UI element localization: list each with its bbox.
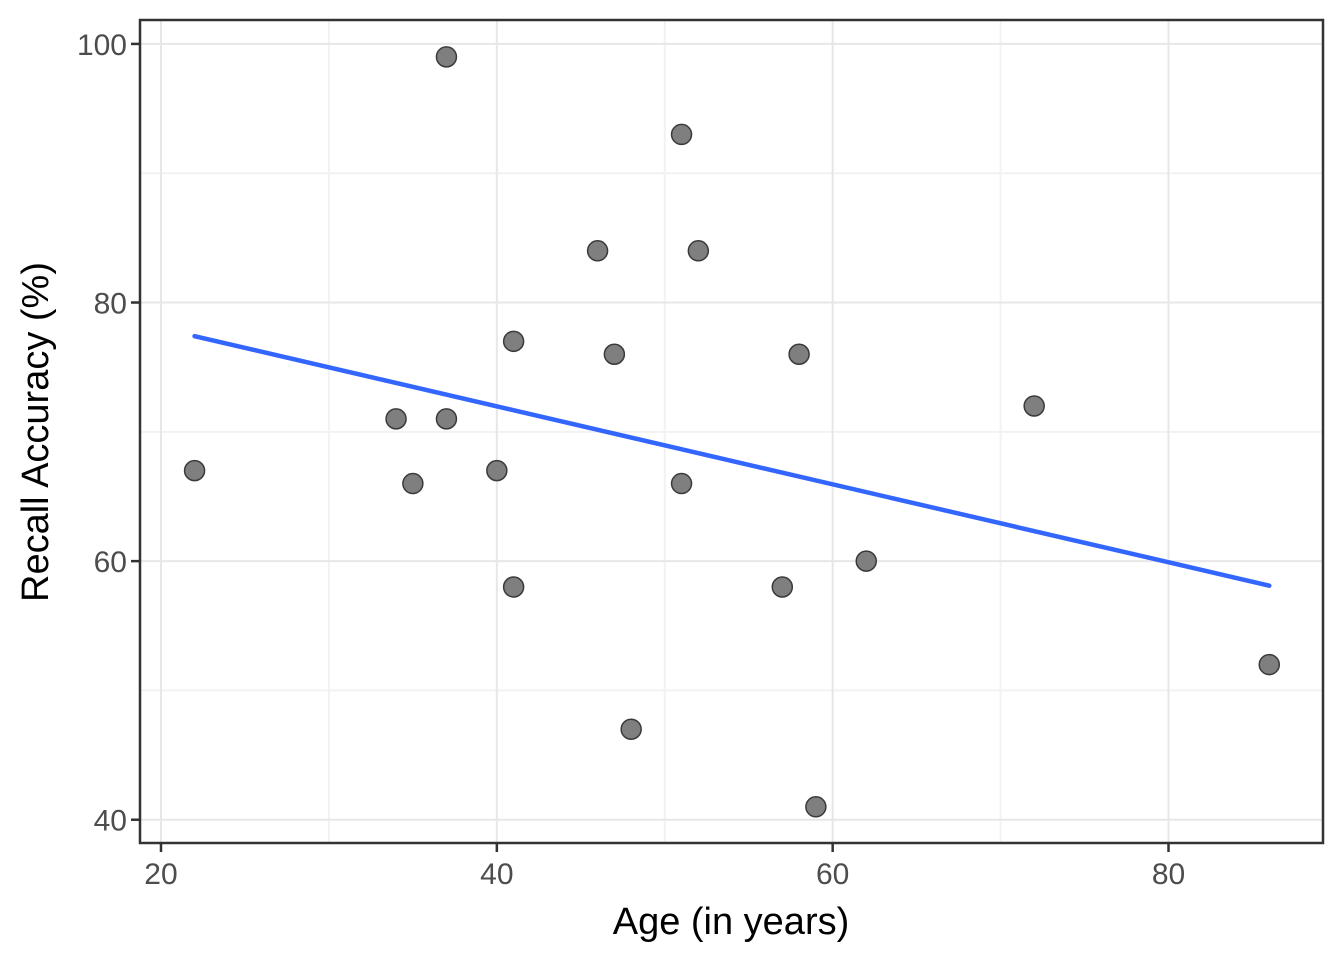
- data-point: [670, 123, 693, 146]
- data-point: [1258, 653, 1281, 676]
- data-point: [620, 718, 642, 740]
- data-point: [435, 408, 458, 430]
- data-point: [502, 576, 525, 598]
- panel-border: [138, 18, 1325, 845]
- y-tick-label: 40: [94, 805, 127, 838]
- data-point: [788, 343, 810, 365]
- x-tick-label: 40: [480, 858, 513, 891]
- x-tick-label: 60: [816, 858, 849, 891]
- data-layer: [183, 46, 1281, 818]
- data-point: [771, 576, 794, 598]
- data-point: [805, 796, 827, 818]
- axis-ticks: [131, 42, 1170, 852]
- data-point: [385, 408, 407, 430]
- y-tick-label: 80: [94, 288, 127, 321]
- data-point: [502, 330, 525, 353]
- y-tick-label: 100: [77, 29, 127, 62]
- data-point: [402, 472, 424, 495]
- minor-gridlines: [140, 20, 1323, 843]
- panel-frame: [138, 18, 1325, 845]
- axis-tick-labels: 20 40 60 80 40 60 80 100: [77, 29, 1185, 891]
- data-point: [603, 343, 626, 365]
- trend-line: [192, 333, 1272, 588]
- data-point: [486, 459, 508, 482]
- data-point: [687, 240, 710, 262]
- y-axis-title: Recall Accuracy (%): [15, 262, 57, 602]
- data-point: [435, 46, 458, 68]
- data-point: [1023, 395, 1045, 417]
- y-tick-label: 60: [94, 546, 127, 579]
- data-point: [183, 459, 206, 482]
- x-tick-label: 80: [1152, 858, 1185, 891]
- data-point: [586, 240, 609, 262]
- data-point: [855, 550, 878, 572]
- data-point: [670, 472, 693, 495]
- major-gridlines: [140, 20, 1323, 843]
- x-axis-title: Age (in years): [613, 901, 850, 943]
- x-tick-label: 20: [144, 858, 177, 891]
